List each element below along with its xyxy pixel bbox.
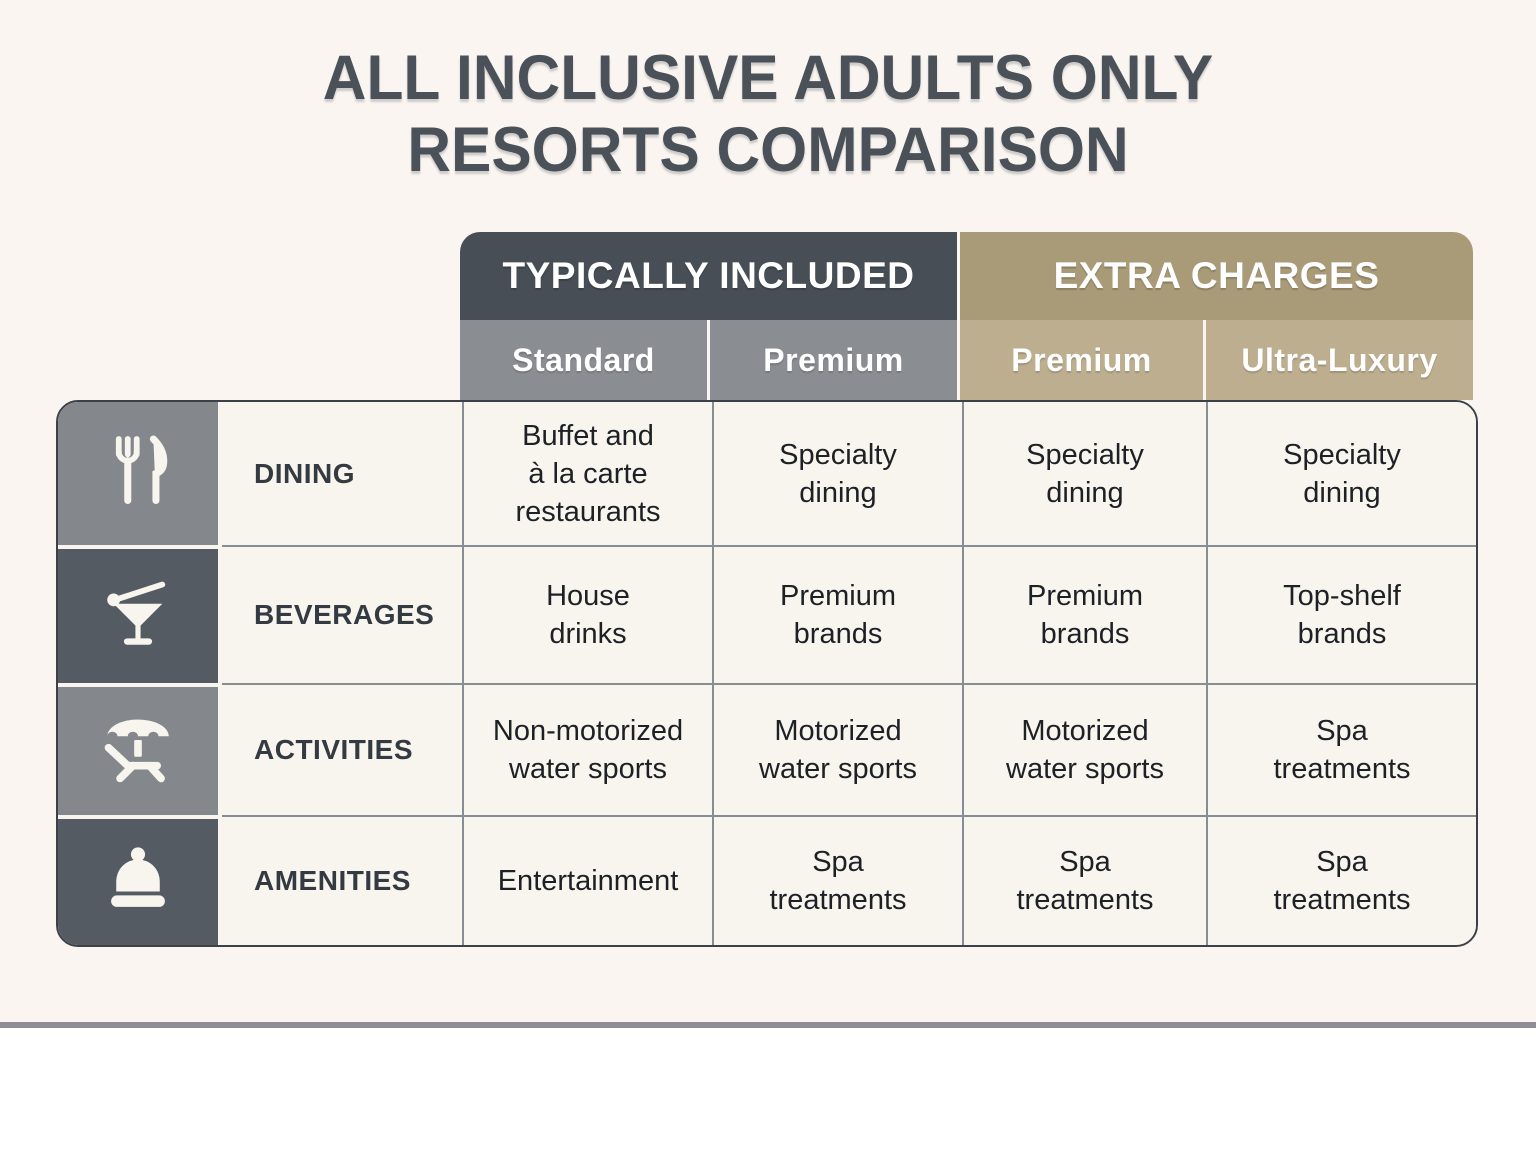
title-line-1: ALL INCLUSIVE ADULTS ONLY <box>322 43 1214 113</box>
subheader-standard: Standard <box>460 320 707 400</box>
subheader-premium-extra: Premium <box>960 320 1203 400</box>
cell-amenities-standard: Entertainment <box>462 815 712 945</box>
cell-text: Spa treatments <box>769 846 907 916</box>
cell-text: Specialty dining <box>1283 438 1401 509</box>
subheader-premium-included: Premium <box>710 320 957 400</box>
cell-activities-ultra-luxury: Spa treatments <box>1206 683 1476 815</box>
cell-text: Buffet and à la carte restaurants <box>515 419 661 528</box>
fork-knife-icon <box>97 430 179 517</box>
activities-icon-cell <box>58 683 222 815</box>
cell-amenities-ultra-luxury: Spa treatments <box>1206 815 1476 945</box>
cell-activities-premium-included: Motorized water sports <box>712 683 962 815</box>
cell-text: Entertainment <box>497 865 679 897</box>
cell-text: Motorized water sports <box>1006 715 1164 785</box>
cell-dining-standard: Buffet and à la carte restaurants <box>462 402 712 545</box>
cell-text: Motorized water sports <box>759 715 917 785</box>
row-label-dining: DINING <box>222 402 462 545</box>
subheader-ultra-luxury: Ultra-Luxury <box>1206 320 1473 400</box>
title-line-2: RESORTS COMPARISON <box>407 115 1129 185</box>
cell-text: Spa treatments <box>1016 846 1154 916</box>
column-headers: TYPICALLY INCLUDED EXTRA CHARGES Standar… <box>460 232 1476 400</box>
group-header-extra-charges: EXTRA CHARGES <box>960 232 1473 320</box>
cell-text: Premium brands <box>779 580 896 650</box>
cell-text: Non-motorized water sports <box>492 715 684 785</box>
cell-text: Top-shelf brands <box>1283 580 1401 650</box>
cell-text: Spa treatments <box>1273 715 1411 785</box>
beverages-icon-cell <box>58 545 222 683</box>
cell-beverages-ultra-luxury: Top-shelf brands <box>1206 545 1476 683</box>
cell-text: Specialty dining <box>779 438 897 509</box>
cell-text: Premium brands <box>1026 580 1143 650</box>
divider-line <box>0 1022 1536 1028</box>
cell-dining-premium-extra: Specialty dining <box>962 402 1206 545</box>
comparison-table: DINING Buffet and à la carte restaurants… <box>56 400 1478 947</box>
service-bell-icon <box>97 839 179 926</box>
group-header-typically-included: TYPICALLY INCLUDED <box>460 232 957 320</box>
cell-activities-premium-extra: Motorized water sports <box>962 683 1206 815</box>
cell-text: Spa treatments <box>1273 846 1411 916</box>
row-label-beverages: BEVERAGES <box>222 545 462 683</box>
cell-beverages-premium-included: Premium brands <box>712 545 962 683</box>
page-title: ALL INCLUSIVE ADULTS ONLY RESORTS COMPARI… <box>31 42 1506 186</box>
cell-amenities-premium-extra: Spa treatments <box>962 815 1206 945</box>
beach-chair-icon <box>97 708 179 795</box>
amenities-icon-cell <box>58 815 222 945</box>
cell-activities-standard: Non-motorized water sports <box>462 683 712 815</box>
cell-text: House drinks <box>546 580 630 650</box>
cell-amenities-premium-included: Spa treatments <box>712 815 962 945</box>
cell-dining-premium-included: Specialty dining <box>712 402 962 545</box>
dining-icon-cell <box>58 402 222 545</box>
row-label-activities: ACTIVITIES <box>222 683 462 815</box>
cell-beverages-standard: House drinks <box>462 545 712 683</box>
cocktail-icon <box>97 573 179 660</box>
cell-text: Specialty dining <box>1026 438 1144 509</box>
row-label-amenities: AMENITIES <box>222 815 462 945</box>
bottom-margin <box>0 1028 1536 1154</box>
cell-dining-ultra-luxury: Specialty dining <box>1206 402 1476 545</box>
cell-beverages-premium-extra: Premium brands <box>962 545 1206 683</box>
